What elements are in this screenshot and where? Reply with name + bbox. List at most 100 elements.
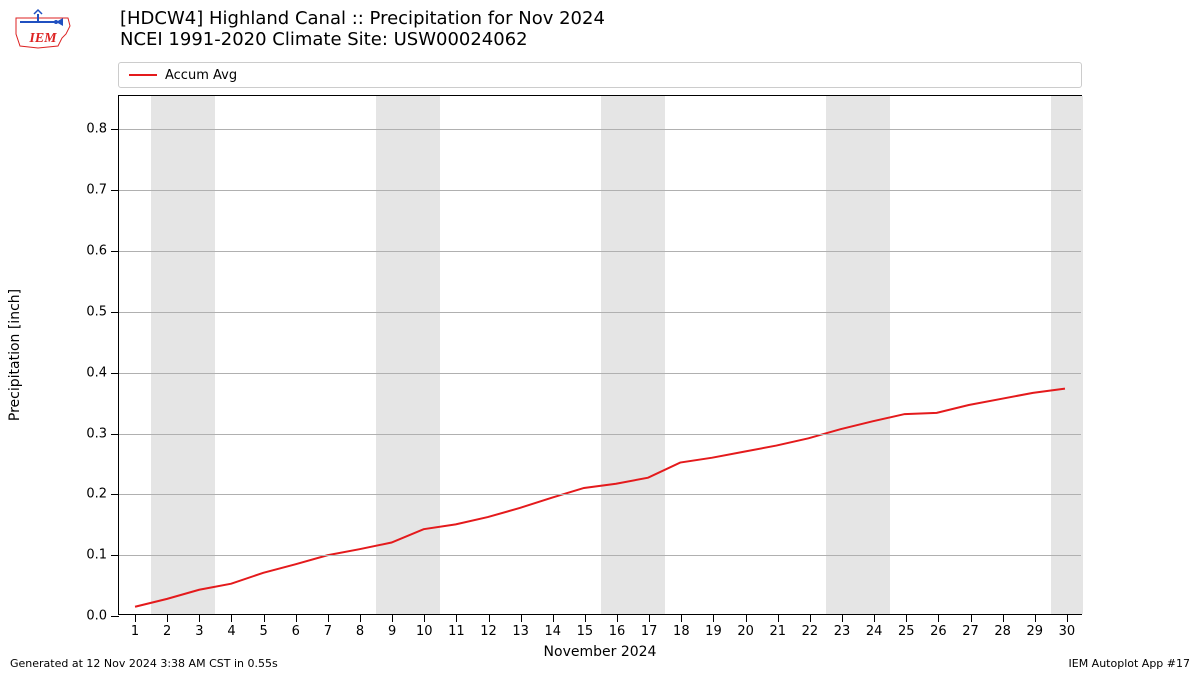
y-tick-label: 0.8	[86, 122, 107, 137]
x-tick	[167, 614, 168, 622]
x-tick-label: 10	[416, 624, 433, 639]
x-tick	[778, 614, 779, 622]
x-tick	[1067, 614, 1068, 622]
y-tick-label: 0.5	[86, 304, 107, 319]
x-tick	[199, 614, 200, 622]
x-tick	[424, 614, 425, 622]
x-tick-label: 20	[737, 624, 754, 639]
x-tick-label: 24	[866, 624, 883, 639]
x-tick	[231, 614, 232, 622]
x-tick-label: 3	[195, 624, 203, 639]
x-tick-label: 29	[1027, 624, 1044, 639]
y-tick	[111, 434, 119, 435]
x-tick-label: 1	[131, 624, 139, 639]
y-tick-label: 0.4	[86, 365, 107, 380]
y-tick-label: 0.1	[86, 548, 107, 563]
x-tick	[842, 614, 843, 622]
accum-avg-line	[135, 389, 1065, 607]
data-line-svg	[119, 96, 1081, 614]
y-tick-label: 0.2	[86, 487, 107, 502]
x-tick	[553, 614, 554, 622]
title-line-1: [HDCW4] Highland Canal :: Precipitation …	[120, 8, 605, 29]
y-tick	[111, 616, 119, 617]
legend: Accum Avg	[118, 62, 1082, 88]
title-line-2: NCEI 1991-2020 Climate Site: USW00024062	[120, 29, 605, 50]
x-tick	[713, 614, 714, 622]
x-tick	[681, 614, 682, 622]
x-tick-label: 4	[227, 624, 235, 639]
legend-swatch	[129, 74, 157, 76]
x-tick	[649, 614, 650, 622]
y-tick	[111, 494, 119, 495]
x-tick-label: 25	[898, 624, 915, 639]
gridline	[119, 190, 1081, 191]
gridline	[119, 555, 1081, 556]
x-tick	[328, 614, 329, 622]
y-axis-label: Precipitation [inch]	[7, 289, 23, 421]
gridline	[119, 373, 1081, 374]
y-tick	[111, 312, 119, 313]
y-tick	[111, 129, 119, 130]
gridline	[119, 434, 1081, 435]
x-tick-label: 9	[388, 624, 396, 639]
svg-text:IEM: IEM	[28, 31, 57, 46]
x-tick-label: 28	[994, 624, 1011, 639]
y-tick	[111, 555, 119, 556]
x-tick	[617, 614, 618, 622]
x-tick-label: 30	[1059, 624, 1076, 639]
x-tick	[360, 614, 361, 622]
x-tick-label: 6	[292, 624, 300, 639]
footer-appid: IEM Autoplot App #17	[1069, 657, 1191, 670]
x-tick-label: 27	[962, 624, 979, 639]
y-tick	[111, 251, 119, 252]
gridline	[119, 129, 1081, 130]
x-axis-label: November 2024	[544, 644, 657, 660]
x-tick	[521, 614, 522, 622]
y-tick	[111, 373, 119, 374]
x-tick	[938, 614, 939, 622]
x-tick-label: 2	[163, 624, 171, 639]
x-tick-label: 13	[512, 624, 529, 639]
x-tick	[296, 614, 297, 622]
x-tick-label: 5	[259, 624, 267, 639]
x-tick-label: 11	[448, 624, 465, 639]
x-tick-label: 22	[802, 624, 819, 639]
x-tick	[874, 614, 875, 622]
x-tick	[746, 614, 747, 622]
y-tick	[111, 190, 119, 191]
x-tick	[810, 614, 811, 622]
x-tick-label: 16	[609, 624, 626, 639]
x-tick	[135, 614, 136, 622]
y-tick-label: 0.0	[86, 609, 107, 624]
x-tick-label: 26	[930, 624, 947, 639]
x-tick	[906, 614, 907, 622]
x-tick-label: 12	[480, 624, 497, 639]
legend-label: Accum Avg	[165, 68, 237, 83]
gridline	[119, 494, 1081, 495]
x-tick-label: 7	[324, 624, 332, 639]
x-tick	[971, 614, 972, 622]
x-tick-label: 18	[673, 624, 690, 639]
x-tick-label: 15	[577, 624, 594, 639]
gridline	[119, 312, 1081, 313]
chart-plot-area: Precipitation [inch] November 2024 0.00.…	[118, 95, 1082, 615]
x-tick-label: 21	[769, 624, 786, 639]
iem-logo: IEM	[8, 8, 78, 58]
gridline	[119, 251, 1081, 252]
y-tick-label: 0.7	[86, 183, 107, 198]
x-tick	[489, 614, 490, 622]
x-tick-label: 14	[545, 624, 562, 639]
x-tick-label: 19	[705, 624, 722, 639]
x-tick	[585, 614, 586, 622]
x-tick	[1003, 614, 1004, 622]
x-tick-label: 8	[356, 624, 364, 639]
x-tick-label: 23	[834, 624, 851, 639]
y-tick-label: 0.3	[86, 426, 107, 441]
chart-title: [HDCW4] Highland Canal :: Precipitation …	[120, 8, 605, 50]
footer-generated: Generated at 12 Nov 2024 3:38 AM CST in …	[10, 657, 278, 670]
x-tick	[264, 614, 265, 622]
x-tick-label: 17	[641, 624, 658, 639]
x-tick	[456, 614, 457, 622]
y-tick-label: 0.6	[86, 244, 107, 259]
x-tick	[392, 614, 393, 622]
